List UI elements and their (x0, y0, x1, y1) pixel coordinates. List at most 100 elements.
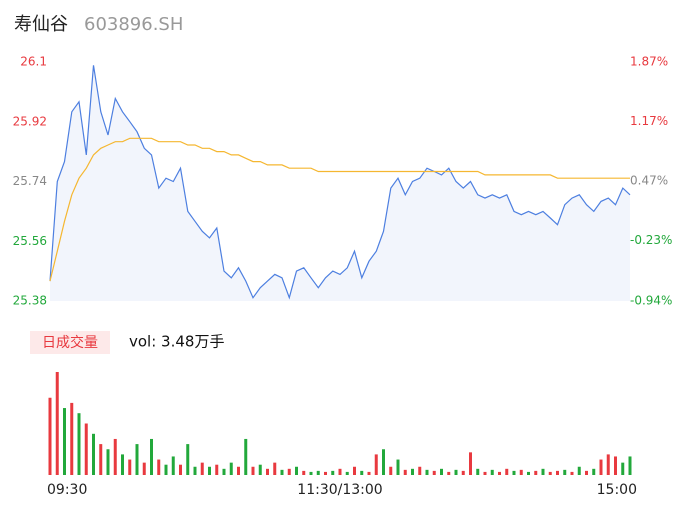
y-tick-label: 25.74 (13, 174, 47, 188)
y-tick-label: 25.56 (13, 234, 47, 248)
volume-bar (454, 469, 458, 475)
volume-bar (505, 468, 509, 475)
volume-bar (237, 466, 240, 475)
volume-label-box (30, 331, 110, 354)
volume-bar (563, 469, 567, 475)
stock-code: 603896.SH (84, 14, 183, 35)
volume-bar (179, 464, 182, 475)
volume-bar (309, 471, 313, 475)
volume-bar (77, 413, 81, 475)
volume-bar (389, 466, 393, 475)
stock-name: 寿仙谷 (14, 14, 68, 35)
volume-bar (345, 471, 349, 475)
volume-bar (229, 462, 233, 475)
volume-text: vol: 3.48万手 (129, 333, 224, 351)
volume-bar (447, 471, 451, 475)
volume-bar (570, 471, 574, 475)
volume-bar (527, 471, 530, 475)
volume-bar (541, 468, 545, 475)
volume-bar (367, 471, 371, 475)
volume-bar (556, 470, 559, 475)
volume-bar (338, 468, 342, 475)
volume-bar (411, 468, 414, 475)
volume-bar (215, 464, 219, 475)
volume-bar (331, 470, 335, 475)
volume-bar (135, 444, 139, 475)
volume-bar (592, 468, 596, 475)
volume-bar (382, 449, 385, 475)
volume-bar (171, 456, 175, 475)
volume-bar (469, 452, 472, 475)
volume-bar (302, 470, 306, 475)
x-tick-label: 15:00 (597, 482, 637, 498)
volume-bar (374, 454, 378, 475)
y2-tick-label: -0.23% (630, 233, 672, 247)
volume-bar (512, 470, 516, 475)
volume-bar (251, 466, 255, 475)
volume-bar (48, 397, 52, 475)
volume-bar (418, 466, 422, 475)
volume-bar (295, 466, 298, 475)
volume-bar (432, 470, 436, 475)
volume-bar (200, 462, 204, 475)
y2-tick-label: -0.94% (630, 294, 672, 308)
volume-bar (440, 468, 443, 475)
x-tick-label: 11:30/13:00 (297, 482, 382, 498)
y-tick-label: 25.92 (13, 114, 47, 128)
volume-bar (519, 469, 523, 475)
volume-bar (55, 372, 59, 475)
volume-bar (121, 454, 124, 475)
y-tick-label: 25.38 (13, 294, 47, 308)
volume-bar (396, 459, 400, 475)
y-tick-label: 26.1 (20, 55, 47, 69)
volume-bar (287, 468, 291, 475)
volume-bar (280, 469, 284, 475)
volume-bar (403, 469, 407, 475)
volume-bar (99, 444, 103, 475)
volume-bar (324, 471, 327, 475)
volume-bar (490, 469, 494, 475)
volume-bar (70, 402, 74, 475)
volume-bar (599, 459, 603, 475)
volume-bar (534, 470, 538, 475)
volume-bar (142, 462, 146, 475)
volume-bar (222, 468, 226, 475)
volume-bar (614, 456, 617, 475)
volume-bar (208, 466, 211, 475)
volume-bar (63, 408, 66, 475)
volume-bar (606, 454, 610, 475)
volume-bar (273, 462, 277, 475)
price-area (50, 65, 630, 301)
y2-tick-label: 0.47% (630, 174, 668, 188)
volume-label: 日成交量 (42, 334, 98, 351)
volume-bar (258, 464, 262, 475)
volume-bar (92, 433, 95, 475)
volume-bar (150, 438, 153, 475)
volume-bar (585, 470, 588, 475)
volume-bar (106, 449, 110, 475)
volume-bar (266, 468, 269, 475)
volume-bar (483, 471, 487, 475)
volume-bar (316, 470, 320, 475)
volume-bar (186, 444, 190, 475)
volume-bar (360, 470, 364, 475)
volume-bar (113, 438, 117, 475)
volume-bar (193, 466, 197, 475)
volume-bar (244, 438, 248, 475)
y2-tick-label: 1.17% (630, 114, 668, 128)
volume-bar (476, 468, 480, 475)
volume-bar (164, 464, 168, 475)
volume-bar (353, 466, 356, 475)
volume-bar (425, 469, 429, 475)
volume-bar (461, 470, 465, 475)
volume-bar (128, 459, 132, 475)
volume-bar (498, 471, 501, 475)
volume-bar (577, 466, 581, 475)
volume-bar (84, 423, 88, 475)
volume-bar (628, 456, 632, 475)
volume-bar (548, 471, 552, 475)
x-tick-label: 09:30 (47, 482, 87, 498)
price-line (49, 65, 631, 300)
volume-bar (157, 459, 161, 475)
